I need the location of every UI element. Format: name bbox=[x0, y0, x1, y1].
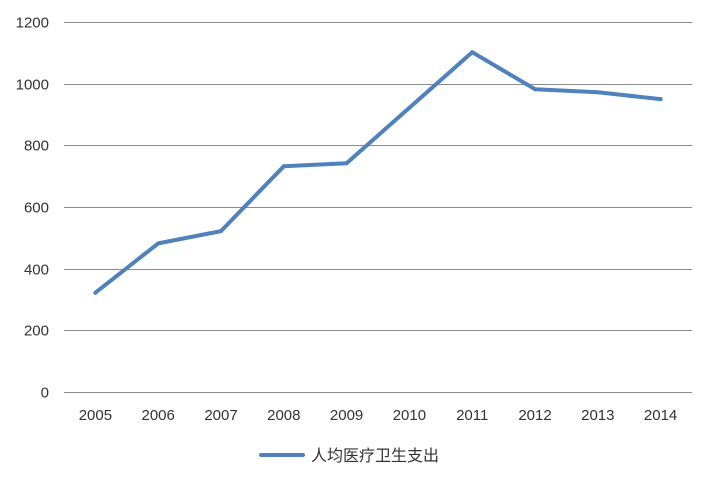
x-tick-label: 2014 bbox=[644, 407, 677, 424]
x-tick-label: 2013 bbox=[581, 407, 614, 424]
data-point bbox=[93, 290, 98, 295]
x-tick-label: 2006 bbox=[142, 407, 175, 424]
series-layer bbox=[93, 50, 663, 295]
x-tick-label: 2007 bbox=[204, 407, 237, 424]
y-tick-label: 600 bbox=[24, 200, 49, 217]
gridlines bbox=[64, 22, 692, 393]
x-tick-label: 2009 bbox=[330, 407, 363, 424]
y-tick-label: 0 bbox=[41, 385, 49, 402]
y-tick-label: 200 bbox=[24, 323, 49, 340]
x-tick-label: 2011 bbox=[456, 407, 488, 424]
y-tick-label: 1000 bbox=[16, 77, 49, 94]
x-tick-label: 2005 bbox=[79, 407, 112, 424]
y-tick-label: 400 bbox=[24, 262, 49, 279]
y-tick-label: 1200 bbox=[16, 15, 49, 32]
data-point bbox=[658, 97, 663, 102]
x-axis-ticks: 2005 2006 2007 2008 2009 2010 2011 2012 2013 2014 bbox=[79, 407, 678, 424]
x-tick-label: 2008 bbox=[267, 407, 300, 424]
data-point bbox=[344, 161, 349, 166]
data-point bbox=[407, 105, 412, 110]
data-point bbox=[595, 90, 600, 95]
data-point bbox=[470, 50, 475, 55]
y-axis-ticks: 0 200 400 600 800 1000 1200 bbox=[16, 15, 49, 402]
data-point bbox=[156, 241, 161, 246]
x-tick-label: 2012 bbox=[518, 407, 551, 424]
data-point bbox=[219, 229, 223, 234]
legend-label: 人均医疗卫生支出 bbox=[311, 446, 439, 465]
data-point bbox=[281, 164, 286, 169]
x-tick-label: 2010 bbox=[393, 407, 426, 424]
y-tick-label: 800 bbox=[24, 138, 49, 155]
series-line bbox=[93, 50, 663, 295]
legend: 人均医疗卫生支出 bbox=[259, 446, 439, 465]
data-point bbox=[533, 87, 537, 92]
